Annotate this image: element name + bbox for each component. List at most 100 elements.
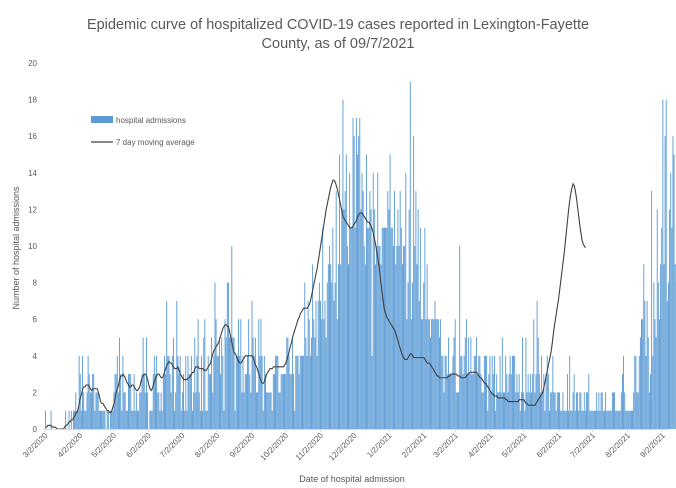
bar bbox=[477, 374, 479, 429]
bar bbox=[537, 337, 539, 429]
bar bbox=[269, 392, 271, 429]
bar bbox=[321, 319, 323, 429]
bar bbox=[545, 374, 547, 429]
x-tick-label: 7/2/2020 bbox=[158, 431, 187, 460]
bar bbox=[656, 209, 658, 429]
y-tick-label: 2 bbox=[33, 388, 38, 397]
bar bbox=[458, 392, 460, 429]
bar bbox=[88, 374, 90, 429]
bar bbox=[601, 392, 603, 429]
bar bbox=[445, 355, 447, 429]
bar bbox=[414, 246, 416, 429]
bar bbox=[572, 392, 574, 429]
bar bbox=[496, 374, 498, 429]
bar bbox=[479, 355, 481, 429]
bar bbox=[428, 319, 430, 429]
bar bbox=[233, 337, 235, 429]
bar bbox=[459, 246, 461, 429]
bar bbox=[380, 264, 382, 429]
bar bbox=[635, 355, 637, 429]
bar bbox=[604, 410, 605, 429]
bar bbox=[111, 410, 113, 429]
bar bbox=[400, 227, 402, 429]
bar bbox=[519, 410, 521, 429]
bar bbox=[103, 410, 105, 429]
bar bbox=[663, 264, 665, 429]
bar bbox=[513, 355, 515, 429]
bar bbox=[410, 319, 412, 429]
bar bbox=[123, 392, 125, 429]
bar bbox=[196, 355, 198, 429]
bar bbox=[220, 374, 222, 429]
bar bbox=[68, 410, 70, 429]
bar bbox=[630, 410, 632, 429]
bar bbox=[669, 209, 671, 429]
x-tick-label: 5/2/2021 bbox=[500, 431, 529, 460]
bar bbox=[130, 374, 132, 429]
bar bbox=[217, 355, 219, 429]
bar bbox=[394, 191, 396, 429]
bar bbox=[571, 410, 573, 429]
bar bbox=[227, 282, 229, 429]
bar bbox=[624, 392, 626, 429]
bar bbox=[336, 319, 338, 429]
bar bbox=[195, 392, 197, 429]
bar bbox=[517, 392, 519, 429]
bar bbox=[474, 355, 476, 429]
bar bbox=[312, 264, 314, 429]
bar bbox=[216, 355, 218, 429]
bar bbox=[600, 392, 602, 429]
bar bbox=[339, 154, 341, 429]
bar bbox=[325, 337, 327, 429]
bar bbox=[465, 319, 467, 429]
bar bbox=[169, 374, 171, 429]
bar bbox=[652, 355, 654, 429]
bar bbox=[184, 410, 186, 429]
bar bbox=[629, 410, 631, 429]
bar bbox=[288, 355, 290, 429]
bar bbox=[577, 392, 578, 429]
bar bbox=[569, 355, 571, 429]
bar bbox=[609, 410, 611, 429]
bar bbox=[242, 355, 244, 429]
bar bbox=[382, 227, 384, 429]
bar bbox=[621, 374, 623, 429]
bar bbox=[324, 300, 326, 429]
bar bbox=[355, 117, 357, 430]
bar bbox=[120, 374, 122, 429]
bar bbox=[83, 392, 85, 429]
y-tick-label: 18 bbox=[28, 96, 37, 105]
bar bbox=[535, 374, 537, 429]
bar bbox=[205, 410, 207, 429]
y-axis-label: Number of hospital admissions bbox=[11, 186, 21, 310]
bar bbox=[432, 319, 434, 429]
x-tick-label: 7/2/2021 bbox=[569, 431, 598, 460]
bar bbox=[379, 246, 381, 429]
bar bbox=[527, 374, 529, 429]
bar bbox=[342, 99, 344, 429]
bar bbox=[253, 355, 255, 429]
bar bbox=[606, 410, 608, 429]
bar bbox=[433, 319, 435, 429]
bar bbox=[556, 392, 558, 429]
bar bbox=[290, 374, 292, 429]
bar bbox=[607, 410, 609, 429]
bar bbox=[183, 374, 184, 429]
bar bbox=[597, 410, 599, 429]
bar bbox=[647, 337, 649, 429]
bar bbox=[284, 374, 286, 429]
bar bbox=[491, 355, 493, 429]
bar bbox=[500, 392, 502, 429]
bar bbox=[471, 374, 473, 429]
bar bbox=[286, 337, 288, 429]
bar bbox=[167, 355, 169, 429]
bar bbox=[87, 355, 89, 429]
bar bbox=[185, 355, 187, 429]
bar bbox=[533, 319, 535, 429]
bar bbox=[668, 282, 669, 429]
bar bbox=[579, 392, 581, 429]
bar bbox=[357, 154, 358, 429]
bar bbox=[344, 191, 346, 429]
bar bbox=[430, 337, 431, 429]
bar bbox=[291, 337, 293, 429]
